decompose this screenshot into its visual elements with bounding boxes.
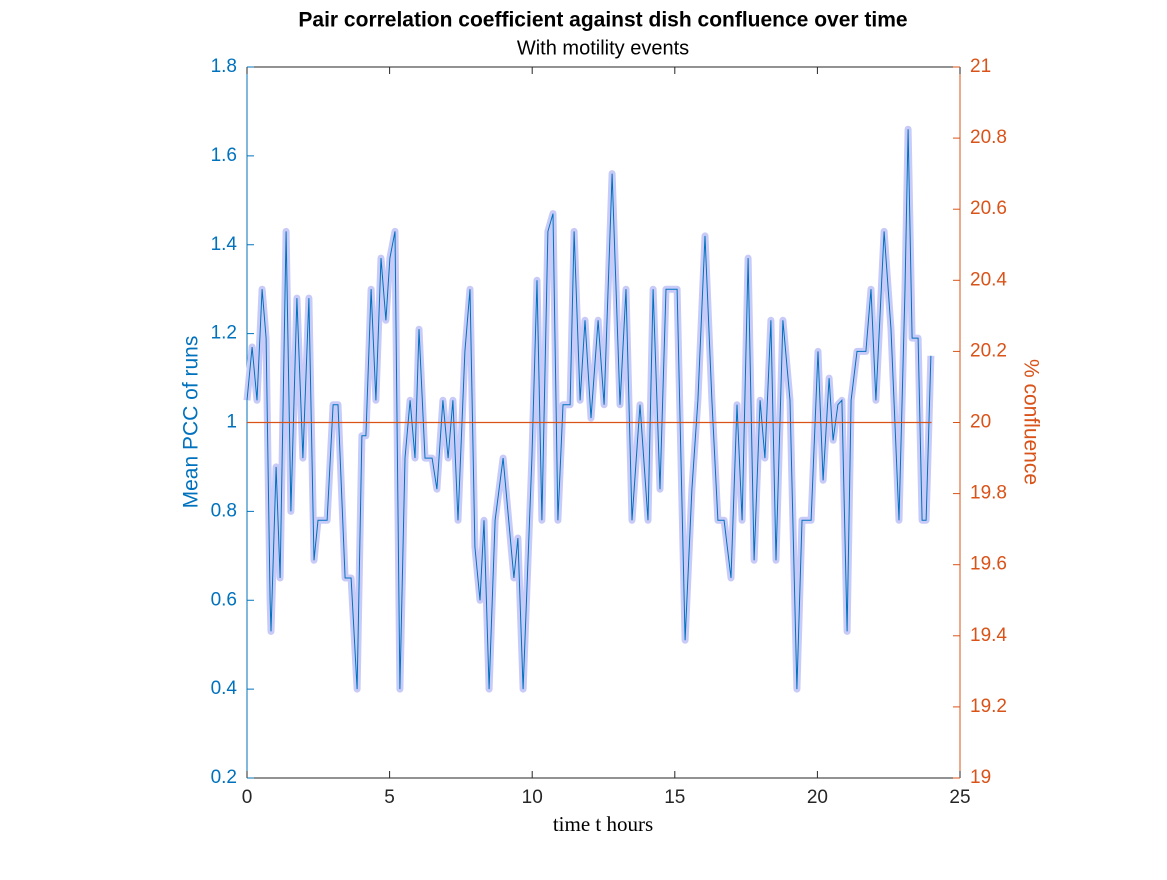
y2-tick-label: 19.6 (970, 554, 1007, 575)
y-tick-label: 1.2 (211, 323, 237, 344)
series-line (246, 129, 932, 690)
y2-tick-label: 19 (970, 767, 991, 788)
x-tick-label: 20 (807, 787, 828, 808)
x-tick-label: 10 (522, 787, 543, 808)
x-tick-label: 15 (664, 787, 685, 808)
y-tick-label: 0.4 (211, 678, 238, 699)
y2-tick-label: 19.2 (970, 696, 1007, 717)
chart-subtitle: With motility events (517, 37, 689, 59)
y-tick-label: 0.6 (211, 589, 237, 610)
chart-title: Pair correlation coefficient against dis… (298, 9, 907, 32)
y2-tick-label: 19.8 (970, 483, 1007, 504)
x-tick-label: 5 (384, 787, 395, 808)
y-tick-label: 0.2 (211, 767, 237, 788)
y2-tick-label: 20.4 (970, 269, 1007, 290)
y-tick-label: 0.8 (211, 500, 237, 521)
y2-tick-label: 20 (970, 412, 991, 433)
y-axis-label: Mean PCC of runs (180, 336, 203, 509)
y2-tick-label: 20.2 (970, 340, 1007, 361)
y2-tick-label: 20.6 (970, 198, 1007, 219)
x-tick-label: 0 (242, 787, 253, 808)
y-tick-label: 1.6 (211, 145, 237, 166)
y2-axis-label: % confluence (1019, 359, 1042, 485)
x-tick-label: 25 (949, 787, 970, 808)
y2-tick-label: 19.4 (970, 625, 1007, 646)
x-axis-label: time t hours (553, 812, 653, 836)
y2-tick-label: 21 (970, 56, 991, 77)
y-tick-label: 1 (226, 412, 237, 433)
y2-tick-label: 20.8 (970, 127, 1007, 148)
y-tick-label: 1.8 (211, 56, 237, 77)
y-tick-label: 1.4 (211, 234, 238, 255)
